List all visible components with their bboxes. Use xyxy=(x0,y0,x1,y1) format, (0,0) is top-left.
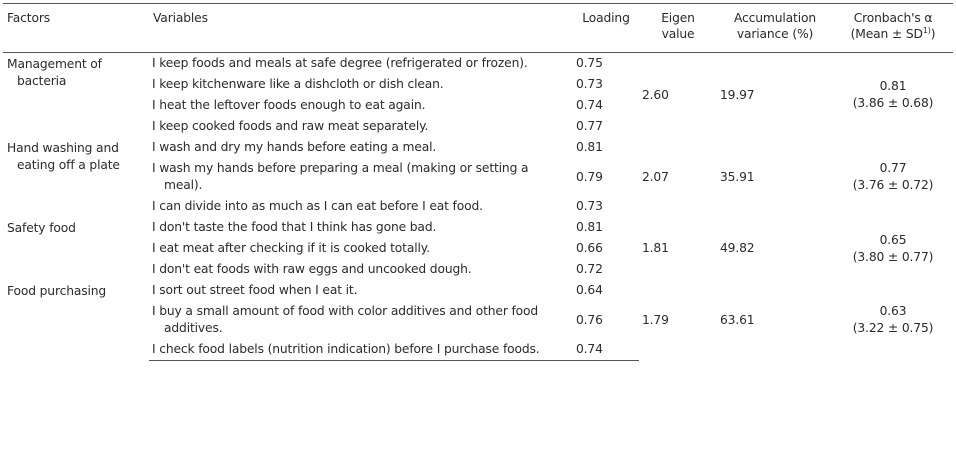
factor-name-line1: Hand washing and xyxy=(7,141,119,155)
variable-cell: I keep cooked foods and raw meat separat… xyxy=(149,116,573,137)
table-row: Food purchasing I sort out street food wh… xyxy=(3,280,953,335)
factor-cell: Safety food xyxy=(3,217,149,280)
variable-cell: I check food labels (nutrition indicatio… xyxy=(149,339,573,361)
variable-text: I can divide into as much as I can eat b… xyxy=(152,199,483,213)
loading-value: 0.79 xyxy=(576,169,603,184)
factor-cell: Management of bacteria xyxy=(3,53,149,138)
variable-cell: I don't eat foods with raw eggs and unco… xyxy=(149,259,573,280)
variable-text: I don't eat foods with raw eggs and unco… xyxy=(152,262,472,276)
mean-sd-value: (3.80 ± 0.77) xyxy=(852,249,934,264)
table-row: I can divide into as much as I can eat b… xyxy=(3,196,953,217)
accumulation-variance-value: 63.61 xyxy=(720,312,755,327)
table-row: I keep cooked foods and raw meat separat… xyxy=(3,116,953,137)
table-row: I heat the leftover foods enough to eat … xyxy=(3,95,953,116)
mean-sd-value: (3.22 ± 0.75) xyxy=(852,321,934,336)
factor-name-line1: Food purchasing xyxy=(7,284,107,298)
variable-text: I wash and dry my hands before eating a … xyxy=(152,140,437,154)
mean-sd-value: (3.86 ± 0.68) xyxy=(852,96,934,110)
factor-analysis-table: Factors Variables Loading Eigen value Acc… xyxy=(3,3,953,361)
accumulation-variance-value: 49.82 xyxy=(720,241,755,255)
loading-value: 0.77 xyxy=(576,119,603,133)
factor-name-line2: eating off a plate xyxy=(17,158,120,172)
eigen-value: 1.81 xyxy=(642,241,669,255)
cronbach-alpha-value: 0.81 xyxy=(879,79,907,93)
header-variables: Variables xyxy=(149,3,573,53)
loading-value: 0.81 xyxy=(576,220,603,234)
cronbach-alpha-value: 0.63 xyxy=(879,304,907,319)
accumulation-variance-value: 19.97 xyxy=(720,87,755,102)
factor-name-line1: Safety food xyxy=(7,221,76,235)
variable-text: I buy a small amount of food with color … xyxy=(152,304,539,335)
header-cronbach-alpha: Cronbach's α (Mean ± SD1)) xyxy=(833,3,953,53)
mean-sd-value: (3.76 ± 0.72) xyxy=(852,178,934,192)
loading-value: 0.75 xyxy=(576,56,603,70)
cronbach-alpha-cell: 0.63 (3.22 ± 0.75) xyxy=(833,280,953,361)
variable-text: I don't taste the food that I think has … xyxy=(152,220,437,234)
header-eigen-line1: Eigen xyxy=(661,11,695,25)
loading-value: 0.74 xyxy=(573,339,639,361)
header-eigen-line2: value xyxy=(661,27,695,41)
variable-cell: I sort out street food when I eat it. xyxy=(149,280,573,301)
table-row: I eat meat after checking if it is cooke… xyxy=(3,238,953,259)
variable-cell: I can divide into as much as I can eat b… xyxy=(149,196,573,217)
variable-cell: I keep kitchenware like a dishcloth or d… xyxy=(149,74,573,95)
header-eigen-value: Eigen value xyxy=(639,3,717,53)
header-cron-line2: (Mean ± SD xyxy=(850,27,923,41)
header-accum-line2: variance (%) xyxy=(736,27,814,41)
loading-value: 0.72 xyxy=(576,262,603,276)
loading-value: 0.64 xyxy=(576,283,603,297)
variable-text: I heat the leftover foods enough to eat … xyxy=(152,98,426,112)
table-row: Safety food I don't taste the food that I… xyxy=(3,217,953,264)
eigen-value: 1.79 xyxy=(642,312,669,327)
eigen-value: 2.07 xyxy=(642,169,669,184)
table-row: I buy a small amount of food with color … xyxy=(3,301,953,339)
header-row: Factors Variables Loading Eigen value Acc… xyxy=(3,3,953,53)
header-factors: Factors xyxy=(3,3,149,53)
accumulation-variance-value: 35.91 xyxy=(720,169,755,184)
cronbach-alpha-cell: 0.77 (3.76 ± 0.72) xyxy=(833,137,953,217)
loading-value: 0.74 xyxy=(576,98,603,112)
header-cron-footnote: 1) xyxy=(922,25,931,35)
header-accumulation-variance: Accumulation variance (%) xyxy=(717,3,833,53)
variable-cell: I wash and dry my hands before eating a … xyxy=(149,137,573,158)
table-row: I keep kitchenware like a dishcloth or d… xyxy=(3,74,953,95)
header-cron-close: ) xyxy=(930,27,936,41)
header-cron-line1: Cronbach's α xyxy=(853,11,933,25)
variable-cell: I buy a small amount of food with color … xyxy=(149,301,573,339)
loading-value: 0.73 xyxy=(576,199,603,213)
cronbach-alpha-value: 0.65 xyxy=(879,232,907,247)
factor-name-line1: Management of xyxy=(7,57,102,71)
variable-text: I keep kitchenware like a dishcloth or d… xyxy=(152,77,444,91)
table-row: Hand washing and eating off a plate I wash… xyxy=(3,137,953,192)
loading-value: 0.66 xyxy=(576,241,603,255)
variable-text: I check food labels (nutrition indicatio… xyxy=(152,342,540,356)
variable-cell: I keep foods and meals at safe degree (r… xyxy=(149,53,573,75)
loading-value: 0.76 xyxy=(576,312,603,327)
variable-text: I wash my hands before preparing a meal … xyxy=(152,161,529,192)
cronbach-alpha-cell: 0.81 (3.86 ± 0.68) xyxy=(833,53,953,138)
factor-cell: Hand washing and eating off a plate xyxy=(3,137,149,217)
variable-text: I keep cooked foods and raw meat separat… xyxy=(152,119,429,133)
loading-value: 0.81 xyxy=(576,140,603,154)
header-accum-line1: Accumulation xyxy=(734,11,816,25)
cronbach-alpha-value: 0.77 xyxy=(879,161,907,175)
factor-name-line2: bacteria xyxy=(17,74,67,88)
cronbach-alpha-cell: 0.65 (3.80 ± 0.77) xyxy=(833,217,953,280)
table-row: I check food labels (nutrition indicatio… xyxy=(3,339,953,361)
variable-cell: I wash my hands before preparing a meal … xyxy=(149,158,573,196)
table-row: I don't eat foods with raw eggs and unco… xyxy=(3,259,953,280)
factor-cell: Food purchasing xyxy=(3,280,149,361)
variable-text: I keep foods and meals at safe degree (r… xyxy=(152,56,528,70)
header-loading: Loading xyxy=(573,3,639,53)
variable-text: I eat meat after checking if it is cooke… xyxy=(152,241,430,255)
loading-value: 0.73 xyxy=(576,77,603,91)
eigen-value: 2.60 xyxy=(642,87,669,102)
table-body: Management of bacteria I keep foods and me… xyxy=(3,53,953,361)
variable-cell: I don't taste the food that I think has … xyxy=(149,217,573,238)
variable-text: I sort out street food when I eat it. xyxy=(152,283,358,297)
variable-cell: I eat meat after checking if it is cooke… xyxy=(149,238,573,259)
table-row: I wash my hands before preparing a meal … xyxy=(3,158,953,196)
table-row: Management of bacteria I keep foods and me… xyxy=(3,53,953,110)
variable-cell: I heat the leftover foods enough to eat … xyxy=(149,95,573,116)
